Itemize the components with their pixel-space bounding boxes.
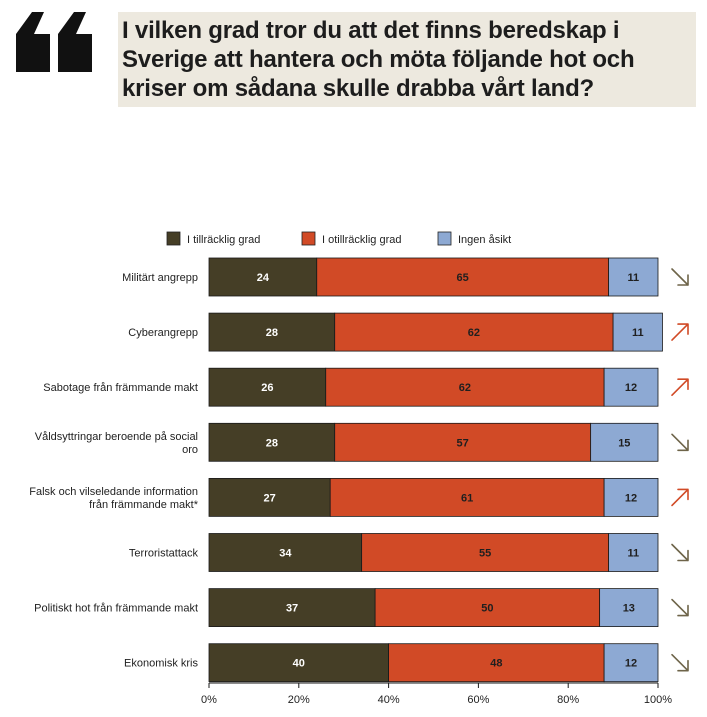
trend-up-arrow-icon — [671, 323, 689, 341]
bar-segment — [329, 477, 605, 517]
bar-segment — [612, 312, 663, 352]
bar-segment — [608, 257, 659, 297]
bar-segment — [208, 643, 390, 683]
bar-segment — [388, 643, 605, 683]
bar-value-label: 15 — [618, 437, 630, 449]
bar-value-label: 40 — [293, 658, 305, 670]
bar-value-label: 62 — [459, 382, 471, 394]
bar-segment — [603, 367, 659, 407]
bar-value-label: 11 — [632, 327, 644, 339]
trend-down-arrow-icon — [671, 653, 689, 672]
bar-value-label: 26 — [261, 382, 273, 394]
bar-value-label: 34 — [279, 548, 292, 560]
bar-value-label: 24 — [257, 272, 270, 284]
bar-value-label: 37 — [286, 603, 298, 615]
bar-value-label: 11 — [627, 548, 639, 560]
bar-value-label: 12 — [625, 658, 637, 670]
x-tick-label: 40% — [378, 694, 400, 706]
bar-value-label: 55 — [479, 548, 491, 560]
legend-label: Ingen åsikt — [458, 234, 511, 246]
trend-down-arrow-icon — [671, 433, 689, 452]
trend-down-arrow-icon — [671, 543, 689, 562]
bar-value-label: 28 — [266, 437, 278, 449]
category-label: Falsk och vilseledande information — [29, 486, 198, 498]
trend-down-arrow-icon — [671, 268, 689, 286]
bar-value-label: 50 — [481, 603, 493, 615]
legend-swatch — [301, 231, 316, 246]
legend-swatch — [437, 231, 452, 246]
x-tick-label: 0% — [201, 694, 217, 706]
legend-label: I tillräcklig grad — [187, 234, 260, 246]
trend-down-arrow-icon — [671, 598, 689, 617]
category-label: Ekonomisk kris — [124, 658, 198, 670]
x-tick-label: 80% — [557, 694, 579, 706]
bar-value-label: 28 — [266, 327, 278, 339]
category-label: Militärt angrepp — [122, 272, 198, 284]
bar-segment — [208, 367, 327, 407]
category-label: Våldsyttringar beroende på social — [35, 431, 198, 443]
page-title: I vilken grad tror du att det finns bere… — [122, 17, 635, 102]
category-label: från främmande makt* — [89, 499, 199, 511]
trend-up-arrow-icon — [671, 378, 689, 396]
quote-mark-icon — [16, 12, 92, 72]
bar-segment — [361, 533, 610, 572]
category-label: Cyberangrepp — [128, 327, 198, 339]
bar-segment — [316, 257, 610, 297]
bar-segment — [325, 367, 605, 407]
bar-segment — [208, 477, 331, 517]
bar-value-label: 61 — [461, 492, 473, 504]
bar-value-label: 57 — [457, 437, 469, 449]
bar-segment — [608, 533, 659, 572]
bar-segment — [374, 588, 601, 628]
bar-value-label: 48 — [490, 658, 502, 670]
bar-segment — [208, 588, 376, 628]
bar-value-label: 11 — [627, 272, 639, 284]
bar-segment — [599, 588, 659, 628]
category-label: Terroristattack — [129, 548, 199, 560]
bar-segment — [208, 257, 318, 297]
bar-segment — [208, 422, 336, 462]
bar-value-label: 27 — [263, 492, 275, 504]
x-tick-label: 100% — [644, 694, 672, 706]
bar-value-label: 12 — [625, 492, 637, 504]
bar-segment — [603, 477, 659, 517]
category-label: oro — [182, 444, 198, 456]
bar-segment — [603, 643, 659, 683]
x-tick-label: 20% — [288, 694, 310, 706]
bar-segment — [208, 533, 363, 572]
bar-value-label: 12 — [625, 382, 637, 394]
bar-value-label: 13 — [623, 603, 635, 615]
legend-swatch — [166, 231, 181, 246]
stacked-bar-chart: I tillräcklig grad I otillräcklig grad Ing… — [29, 231, 689, 706]
headline-box: I vilken grad tror du att det finns bere… — [118, 12, 696, 107]
x-tick-label: 60% — [467, 694, 489, 706]
legend-label: I otillräcklig grad — [322, 234, 401, 246]
bar-value-label: 65 — [457, 272, 469, 284]
trend-up-arrow-icon — [671, 488, 689, 507]
bar-value-label: 62 — [468, 327, 480, 339]
bar-segment — [208, 312, 336, 352]
bar-segment — [590, 422, 659, 462]
category-label: Sabotage från främmande makt — [43, 382, 198, 394]
bar-segment — [334, 312, 614, 352]
category-label: Politiskt hot från främmande makt — [34, 603, 198, 615]
